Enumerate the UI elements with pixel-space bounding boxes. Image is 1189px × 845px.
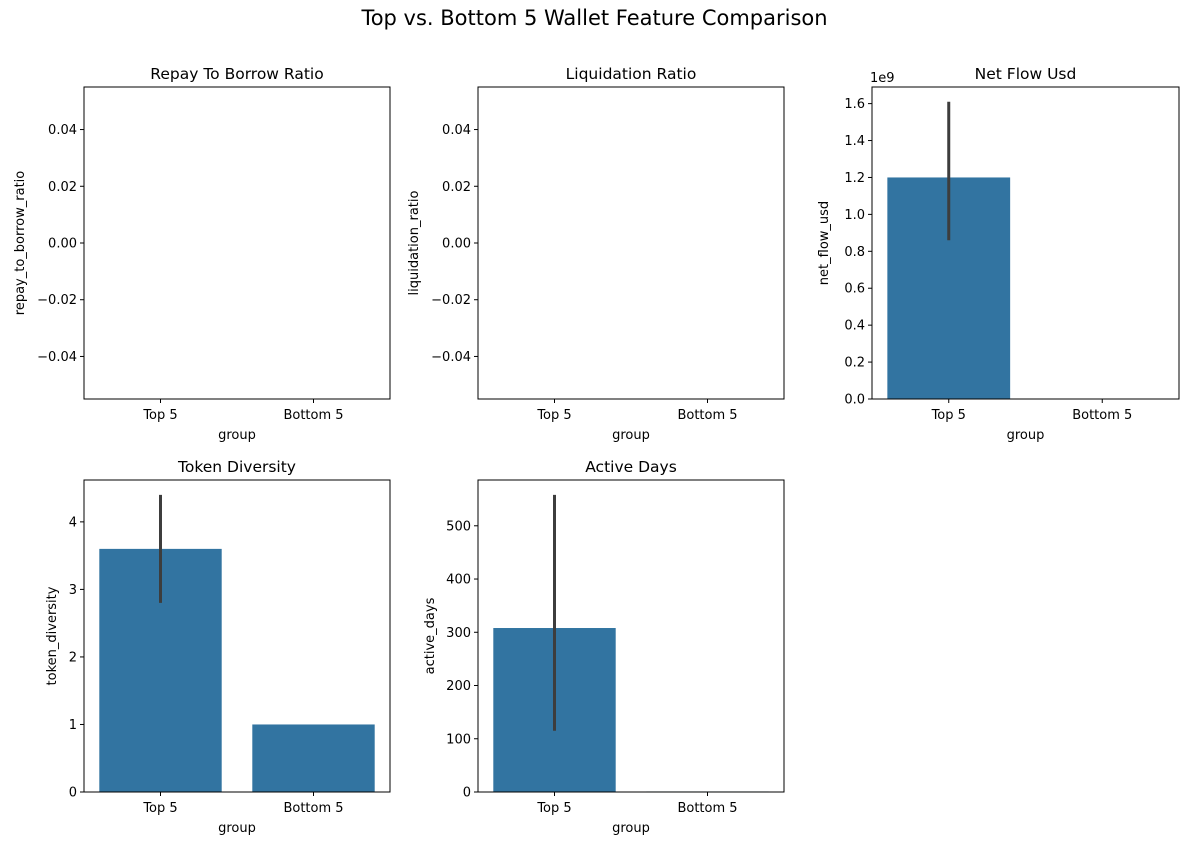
- y-tick-label: 100: [446, 732, 471, 747]
- y-tick-label: 0.00: [442, 237, 471, 252]
- x-axis-label: group: [1007, 428, 1045, 443]
- x-tick-label: Top 5: [931, 408, 966, 423]
- y-tick-label: 200: [446, 679, 471, 694]
- y-tick-label: 400: [446, 573, 471, 588]
- y-tick-label: 1.0: [844, 208, 865, 223]
- y-axis-label: repay_to_borrow_ratio: [13, 171, 28, 316]
- y-axis-label: active_days: [423, 597, 438, 674]
- axes-frame: [83, 86, 391, 400]
- x-axis-label: group: [612, 428, 650, 443]
- y-tick-label: 0: [463, 786, 471, 801]
- x-tick-label: Bottom 5: [283, 408, 343, 423]
- y-tick-label: 0: [69, 786, 77, 801]
- y-axis-label: liquidation_ratio: [407, 190, 422, 295]
- subplot-title: Active Days: [585, 458, 677, 476]
- x-tick-label: Top 5: [536, 801, 571, 816]
- y-tick-label: 0.4: [844, 319, 865, 334]
- y-tick-label: 0.04: [48, 123, 77, 138]
- y-tick-label: 500: [446, 519, 471, 534]
- y-tick-label: 1.4: [844, 134, 865, 149]
- y-tick-label: 1: [69, 718, 77, 733]
- x-axis-label: group: [218, 821, 256, 836]
- subplot-title: Net Flow Usd: [975, 65, 1077, 83]
- axes-frame: [477, 479, 785, 793]
- y-tick-label: 0.8: [844, 245, 865, 260]
- bar: [252, 724, 375, 792]
- x-tick-label: Top 5: [142, 801, 177, 816]
- subplot: 0.0 0.2 0.4 0.6 0.8 1.0 1.2 1.4 1.6 Top 5 Bottom 5…: [817, 65, 1180, 443]
- y-tick-label: −0.04: [37, 350, 77, 365]
- offset-text: 1e9: [870, 71, 895, 86]
- x-tick-label: Bottom 5: [283, 801, 343, 816]
- y-tick-label: 2: [69, 650, 77, 665]
- y-tick-label: 1.6: [844, 97, 865, 112]
- axes-frame: [871, 86, 1180, 400]
- subplot: 0 100 200 300 400 500 Top 5 Bottom 5 Active Days…: [423, 458, 785, 836]
- y-tick-label: 0.00: [48, 237, 77, 252]
- y-tick-label: 0.6: [844, 282, 865, 297]
- x-tick-label: Bottom 5: [1072, 408, 1132, 423]
- y-tick-label: 1.2: [844, 171, 865, 186]
- x-axis-label: group: [612, 821, 650, 836]
- subplot-title: Repay To Borrow Ratio: [150, 65, 323, 83]
- x-tick-label: Top 5: [142, 408, 177, 423]
- y-axis-label: net_flow_usd: [817, 201, 832, 285]
- y-tick-label: 0.02: [48, 180, 77, 195]
- y-tick-label: −0.04: [431, 350, 471, 365]
- figure-title: Top vs. Bottom 5 Wallet Feature Comparis…: [360, 6, 827, 30]
- y-tick-label: −0.02: [37, 293, 77, 308]
- x-tick-label: Bottom 5: [677, 801, 737, 816]
- subplot-title: Token Diversity: [177, 458, 296, 476]
- subplot: −0.04 −0.02 0.00 0.02 0.04 Top 5 Bottom 5 Repay…: [13, 65, 391, 443]
- y-tick-label: 300: [446, 626, 471, 641]
- x-axis-label: group: [218, 428, 256, 443]
- x-tick-label: Top 5: [536, 408, 571, 423]
- axes-frame: [477, 86, 785, 400]
- y-tick-label: 0.04: [442, 123, 471, 138]
- y-tick-label: 0.0: [844, 393, 865, 408]
- subplot-title: Liquidation Ratio: [566, 65, 697, 83]
- axes-frame: [83, 479, 391, 793]
- x-tick-label: Bottom 5: [677, 408, 737, 423]
- y-tick-label: 4: [69, 515, 77, 530]
- subplot: −0.04 −0.02 0.00 0.02 0.04 Top 5 Bottom 5 Liqui…: [407, 65, 785, 443]
- y-tick-label: 0.2: [844, 356, 865, 371]
- y-tick-label: 0.02: [442, 180, 471, 195]
- y-tick-label: −0.02: [431, 293, 471, 308]
- y-axis-label: token_diversity: [45, 586, 60, 685]
- subplot: 0 1 2 3 4 Top 5 Bottom 5 Token Diversity group to…: [45, 458, 391, 836]
- y-tick-label: 3: [69, 583, 77, 598]
